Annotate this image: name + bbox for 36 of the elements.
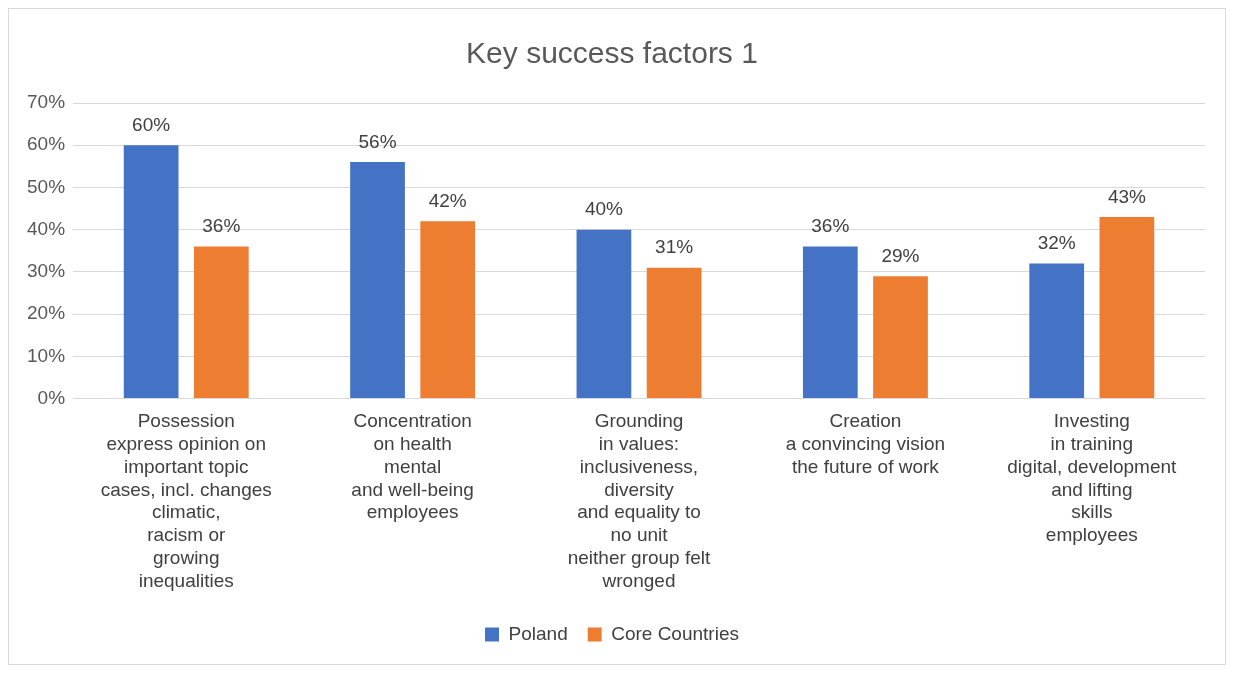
x-tick-label: Possession express opinion on important topic cases, incl. changes climatic, racism or growing inequalities bbox=[100, 410, 272, 591]
y-tick-label: 60% bbox=[27, 133, 66, 155]
chart-title: Key success factors 1 bbox=[466, 36, 758, 70]
x-tick-label: Concentration on health mental and well-being employees bbox=[351, 410, 474, 523]
bar bbox=[193, 246, 249, 399]
data-label: 32% bbox=[1037, 232, 1076, 254]
data-label: 36% bbox=[811, 215, 850, 237]
bar bbox=[1029, 263, 1085, 399]
y-tick-label: 10% bbox=[27, 344, 66, 366]
x-tick-label: Creation a convincing vision the future of work bbox=[785, 410, 946, 477]
bar bbox=[1099, 217, 1155, 399]
x-tick-label: Investing in training digital, development and lifting skills employees bbox=[1007, 410, 1178, 546]
data-label: 31% bbox=[655, 236, 694, 258]
legend-label: Poland bbox=[508, 622, 568, 644]
bar bbox=[420, 221, 476, 399]
bar bbox=[802, 246, 858, 399]
data-label: 40% bbox=[584, 198, 624, 220]
legend-label: Core Countries bbox=[611, 622, 739, 644]
data-label: 56% bbox=[358, 130, 397, 152]
y-tick-label: 20% bbox=[27, 302, 66, 324]
y-tick-label: 30% bbox=[27, 260, 66, 282]
bar bbox=[873, 276, 928, 399]
data-label: 43% bbox=[1107, 185, 1147, 207]
y-tick-label: 0% bbox=[37, 386, 66, 408]
data-label: 60% bbox=[132, 113, 171, 135]
bar bbox=[123, 145, 179, 399]
y-tick-label: 70% bbox=[27, 91, 66, 113]
data-label: 36% bbox=[202, 215, 241, 237]
y-tick-label: 50% bbox=[27, 175, 66, 197]
bar bbox=[576, 229, 632, 399]
x-tick-label: Grounding in values: inclusiveness, diversity and equality to no unit neither group felt wronged bbox=[567, 410, 712, 591]
bar bbox=[646, 267, 702, 399]
data-label: 42% bbox=[428, 189, 467, 211]
bar bbox=[350, 162, 405, 399]
data-label: 29% bbox=[881, 244, 920, 266]
y-tick-label: 40% bbox=[27, 217, 66, 239]
